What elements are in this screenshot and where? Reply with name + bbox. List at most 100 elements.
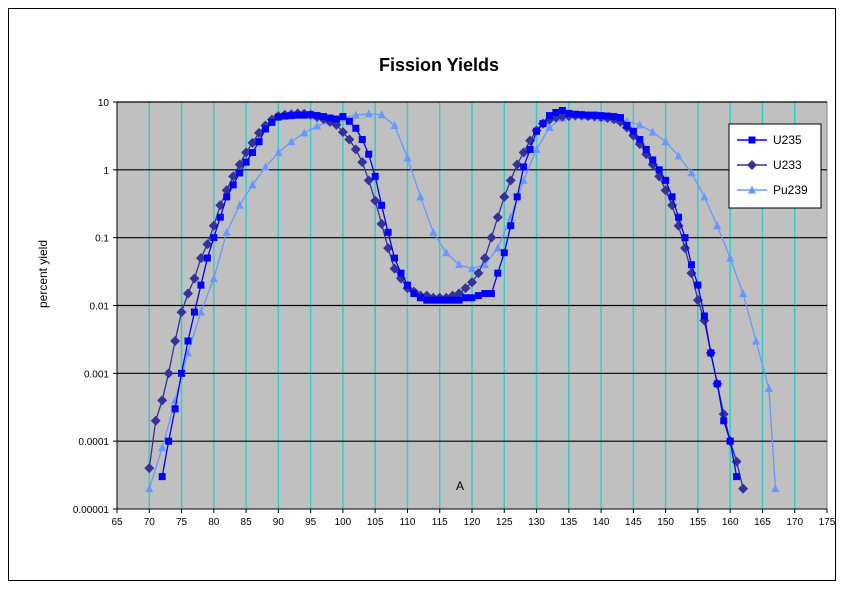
data-point: [145, 484, 154, 493]
chart-title: Fission Yields: [379, 55, 499, 75]
data-point: [157, 395, 168, 406]
legend-marker: [748, 136, 756, 144]
data-point: [519, 175, 528, 184]
data-point: [649, 156, 657, 164]
legend-box: [728, 123, 822, 209]
data-point: [158, 443, 167, 452]
data-point: [467, 277, 477, 288]
data-point: [383, 243, 394, 254]
x-axis-label: A: [456, 479, 464, 493]
data-point: [391, 254, 399, 262]
series-u235: [158, 106, 741, 481]
data-point: [713, 380, 721, 388]
data-point: [203, 254, 211, 262]
legend-label: Pu239: [773, 183, 808, 197]
data-point: [687, 168, 696, 177]
x-tick-labels: 65 70 75 80 85 90 95 100 105 110 115 120 125 130 135 14…: [111, 509, 835, 528]
legend-label: U235: [773, 133, 802, 147]
data-point: [339, 113, 347, 121]
data-point: [648, 127, 657, 136]
data-point: [636, 136, 644, 144]
data-point: [668, 193, 676, 201]
data-point: [307, 111, 315, 119]
data-point: [610, 113, 618, 121]
data-point: [493, 243, 502, 252]
data-point: [389, 263, 400, 274]
data-point: [197, 281, 205, 289]
x-tick-label: 130: [528, 517, 545, 528]
y-tick-labels: 0.00001 0.0001 0.001 0.01 0.1 1 10: [73, 98, 117, 516]
data-point: [454, 288, 465, 299]
data-point: [623, 122, 631, 130]
data-point: [718, 409, 729, 420]
data-point: [397, 269, 405, 277]
x-tick-label: 175: [819, 517, 835, 528]
x-tick-label: 150: [657, 517, 674, 528]
x-tick-label: 105: [367, 517, 384, 528]
data-point: [171, 405, 179, 413]
y-tick-label: 0.00001: [73, 505, 110, 516]
data-point: [545, 123, 554, 132]
data-point: [274, 113, 282, 121]
data-point: [707, 349, 715, 357]
data-point: [604, 112, 612, 120]
x-tick-label: 75: [176, 517, 188, 528]
data-point: [468, 264, 476, 273]
x-tick-label: 100: [335, 517, 352, 528]
data-point: [655, 166, 663, 174]
x-tick-label: 90: [273, 517, 285, 528]
data-point: [486, 232, 497, 243]
data-point: [720, 417, 728, 425]
x-tick-label: 120: [464, 517, 481, 528]
data-point: [326, 114, 334, 122]
data-point: [661, 137, 670, 146]
data-point: [150, 415, 161, 426]
data-point: [492, 212, 503, 223]
horizontal-gridlines: [116, 101, 827, 510]
data-point: [313, 121, 322, 130]
data-point: [512, 159, 523, 170]
data-point: [499, 191, 510, 202]
data-point: [287, 112, 295, 120]
data-point: [738, 483, 749, 494]
data-point: [468, 294, 476, 302]
data-point: [255, 138, 263, 146]
data-point: [507, 222, 515, 230]
data-point: [344, 134, 355, 145]
data-point: [694, 281, 702, 289]
x-tick-label: 145: [625, 517, 642, 528]
data-point: [726, 437, 734, 445]
data-point: [545, 112, 553, 120]
data-point: [700, 312, 708, 320]
x-tick-label: 85: [241, 517, 253, 528]
y-tick-label: 0.0001: [78, 437, 109, 448]
data-point: [713, 221, 722, 230]
data-point: [195, 253, 206, 264]
data-point: [248, 180, 257, 189]
data-point: [364, 109, 373, 118]
series-pu239: [145, 109, 780, 493]
data-point: [403, 153, 412, 162]
data-point: [733, 473, 741, 481]
data-point: [351, 110, 360, 119]
data-point: [518, 147, 529, 158]
data-point: [578, 111, 586, 119]
y-axis-label: percent yield: [36, 240, 50, 308]
data-point: [376, 218, 387, 229]
data-point: [287, 137, 296, 146]
x-tick-label: 170: [786, 517, 803, 528]
data-point: [300, 111, 308, 119]
data-point: [234, 159, 245, 170]
legend-marker: [748, 185, 756, 194]
data-point: [268, 118, 276, 126]
data-point: [674, 151, 683, 160]
data-point: [726, 253, 735, 262]
data-point: [144, 463, 155, 474]
x-tick-label: 140: [593, 517, 610, 528]
data-point: [170, 335, 181, 346]
data-point: [629, 127, 637, 135]
data-point: [378, 201, 386, 209]
data-point: [442, 248, 451, 257]
x-tick-label: 95: [305, 517, 317, 528]
data-point: [365, 150, 373, 158]
